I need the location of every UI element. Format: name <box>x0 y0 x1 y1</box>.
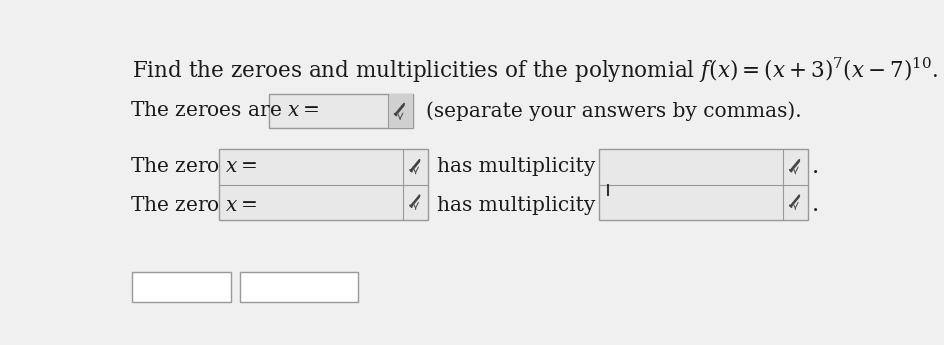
Bar <box>132 273 231 302</box>
Text: .: . <box>812 156 818 178</box>
Text: has multiplicity: has multiplicity <box>437 157 596 176</box>
Bar <box>598 149 808 220</box>
Text: .: . <box>812 195 818 216</box>
Bar <box>241 273 359 302</box>
Text: has multiplicity: has multiplicity <box>437 196 596 215</box>
Bar <box>269 94 413 128</box>
Text: The zeroes are $x =$: The zeroes are $x =$ <box>129 101 319 120</box>
Bar <box>219 149 428 220</box>
Text: The zero $x =$: The zero $x =$ <box>129 157 257 176</box>
Text: Find the zeroes and multiplicities of the polynomial $f(x) = (x+3)^7(x-7)^{10}$.: Find the zeroes and multiplicities of th… <box>132 55 938 85</box>
Text: (separate your answers by commas).: (separate your answers by commas). <box>427 101 802 120</box>
Bar <box>388 94 413 128</box>
Text: The zero $x =$: The zero $x =$ <box>129 196 257 215</box>
